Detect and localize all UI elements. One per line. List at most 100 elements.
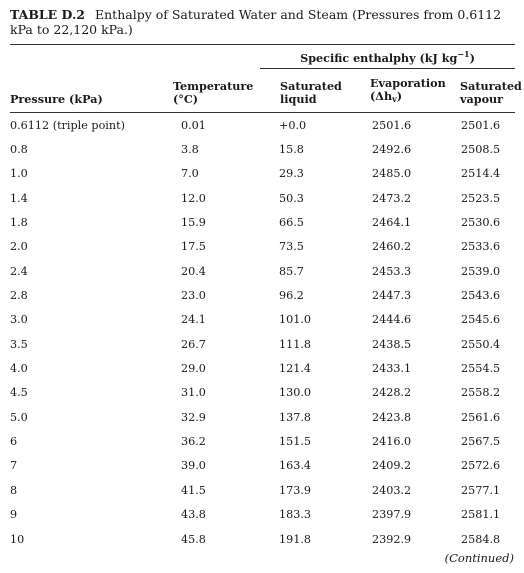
temperature-cell: 23.0 (181, 289, 206, 303)
saturated-vapour-cell: 2572.6 (461, 459, 501, 473)
temperature-cell: 26.7 (181, 337, 206, 351)
pressure-cell: 1.4 (10, 191, 28, 205)
evaporation-cell: 2460.2 (372, 240, 412, 254)
pressure-cell: 6 (10, 435, 18, 449)
temperature-cell: 17.5 (181, 240, 206, 254)
table-row: 4.5 31.0 130.0 2428.2 2558.2 (10, 381, 515, 405)
saturated-liquid-cell: 137.8 (279, 410, 312, 424)
saturated-liquid-cell: 50.3 (279, 191, 304, 205)
evaporation-cell: 2453.3 (372, 264, 412, 278)
evaporation-cell: 2501.6 (372, 118, 412, 132)
evaporation-cell: 2397.9 (372, 508, 412, 522)
table-row: 1.0 7.0 29.3 2485.0 2514.4 (10, 162, 515, 186)
table-row: 0.8 3.8 15.8 2492.6 2508.5 (10, 137, 515, 161)
temperature-cell: 39.0 (181, 459, 206, 473)
saturated-vapour-cell: 2561.6 (461, 410, 501, 424)
saturated-vapour-cell: 2533.6 (461, 240, 501, 254)
saturated-vapour-cell: 2558.2 (461, 386, 501, 400)
saturated-vapour-cell: 2523.5 (461, 191, 501, 205)
pressure-cell: 7 (10, 459, 18, 473)
pressure-cell: 0.8 (10, 143, 28, 157)
temperature-cell: 31.0 (181, 386, 206, 400)
table-row: 2.8 23.0 96.2 2447.3 2543.6 (10, 283, 515, 307)
pressure-cell: 1.0 (10, 167, 28, 181)
saturated-vapour-cell: 2545.6 (461, 313, 501, 327)
evaporation-header: Evaporation (Δhv) (348, 68, 448, 113)
saturated-liquid-cell: 111.8 (279, 337, 312, 351)
evaporation-cell: 2492.6 (372, 143, 412, 157)
specific-enthalpy-header: Specific enthalphy (kJ kg−1) (260, 44, 516, 69)
evaporation-cell: 2473.2 (372, 191, 412, 205)
evaporation-cell: 2438.5 (372, 337, 412, 351)
saturated-vapour-cell: 2514.4 (461, 167, 501, 181)
pressure-cell: 3.5 (10, 337, 28, 351)
evaporation-cell: 2447.3 (372, 289, 412, 303)
saturated-vapour-cell: 2577.1 (461, 483, 501, 497)
table-row: 5.0 32.9 137.8 2423.8 2561.6 (10, 405, 515, 429)
evaporation-cell: 2403.2 (372, 483, 412, 497)
table-row: 4.0 29.0 121.4 2433.1 2554.5 (10, 356, 515, 380)
saturated-vapour-cell: 2530.6 (461, 216, 501, 230)
evaporation-cell: 2409.2 (372, 459, 412, 473)
temperature-cell: 12.0 (181, 191, 206, 205)
evaporation-cell: 2423.8 (372, 410, 412, 424)
saturated-vapour-cell: 2581.1 (461, 508, 501, 522)
saturated-liquid-cell: 183.3 (279, 508, 312, 522)
temperature-cell: 43.8 (181, 508, 206, 522)
evaporation-cell: 2392.9 (372, 532, 412, 546)
temperature-cell: 0.01 (181, 118, 206, 132)
table-row: 1.4 12.0 50.3 2473.2 2523.5 (10, 186, 515, 210)
pressure-cell: 9 (10, 508, 18, 522)
temperature-cell: 3.8 (181, 143, 199, 157)
temperature-cell: 24.1 (181, 313, 206, 327)
saturated-vapour-header: Saturated vapour (448, 68, 522, 113)
saturated-liquid-cell: 15.8 (279, 143, 304, 157)
saturated-vapour-cell: 2508.5 (461, 143, 501, 157)
pressure-cell: 10 (10, 532, 25, 546)
saturated-liquid-cell: 130.0 (279, 386, 312, 400)
saturated-liquid-header: Saturated liquid (260, 68, 348, 113)
pressure-cell: 2.4 (10, 264, 28, 278)
temperature-cell: 29.0 (181, 362, 206, 376)
evaporation-cell: 2485.0 (372, 167, 412, 181)
temperature-header: Temperature (°C) (165, 68, 260, 113)
saturated-liquid-cell: 191.8 (279, 532, 312, 546)
temperature-cell: 45.8 (181, 532, 206, 546)
pressure-cell: 3.0 (10, 313, 28, 327)
table-title: Enthalpy of Saturated Water and Steam (P… (10, 7, 502, 37)
header-group-row: Specific enthalphy (kJ kg−1) (10, 44, 516, 69)
pressure-cell: 4.5 (10, 386, 28, 400)
saturated-liquid-cell: 151.5 (279, 435, 312, 449)
table-label: TABLE D.2 (10, 7, 85, 22)
pressure-cell: 4.0 (10, 362, 28, 376)
pressure-cell: 5.0 (10, 410, 28, 424)
evaporation-cell: 2444.6 (372, 313, 412, 327)
saturated-liquid-cell: 73.5 (279, 240, 304, 254)
saturated-liquid-cell: 66.5 (279, 216, 304, 230)
table-row: 6 36.2 151.5 2416.0 2567.5 (10, 429, 515, 453)
saturated-liquid-cell: +0.0 (279, 118, 307, 132)
saturated-vapour-cell: 2584.8 (461, 532, 501, 546)
saturated-vapour-cell: 2501.6 (461, 118, 501, 132)
evaporation-cell: 2464.1 (372, 216, 412, 230)
enthalpy-table: Specific enthalphy (kJ kg−1) Pressure (k… (10, 44, 522, 551)
table-row: 1.8 15.9 66.5 2464.1 2530.6 (10, 210, 515, 234)
table-row: 9 43.8 183.3 2397.9 2581.1 (10, 503, 515, 527)
saturated-vapour-cell: 2539.0 (461, 264, 501, 278)
saturated-liquid-cell: 85.7 (279, 264, 304, 278)
table-row: 2.0 17.5 73.5 2460.2 2533.6 (10, 235, 515, 259)
table-row: 7 39.0 163.4 2409.2 2572.6 (10, 454, 515, 478)
pressure-cell: 8 (10, 483, 18, 497)
saturated-liquid-cell: 29.3 (279, 167, 304, 181)
table-row: 2.4 20.4 85.7 2453.3 2539.0 (10, 259, 515, 283)
pressure-cell: 1.8 (10, 216, 28, 230)
temperature-cell: 7.0 (181, 167, 199, 181)
saturated-liquid-cell: 163.4 (279, 459, 312, 473)
table-caption: TABLE D.2 Enthalpy of Saturated Water and… (10, 7, 515, 37)
pressure-header: Pressure (kPa) (10, 68, 165, 113)
table-row: 10 45.8 191.8 2392.9 2584.8 (10, 527, 515, 551)
saturated-liquid-cell: 101.0 (279, 313, 312, 327)
saturated-liquid-cell: 121.4 (279, 362, 312, 376)
temperature-cell: 41.5 (181, 483, 206, 497)
temperature-cell: 15.9 (181, 216, 206, 230)
